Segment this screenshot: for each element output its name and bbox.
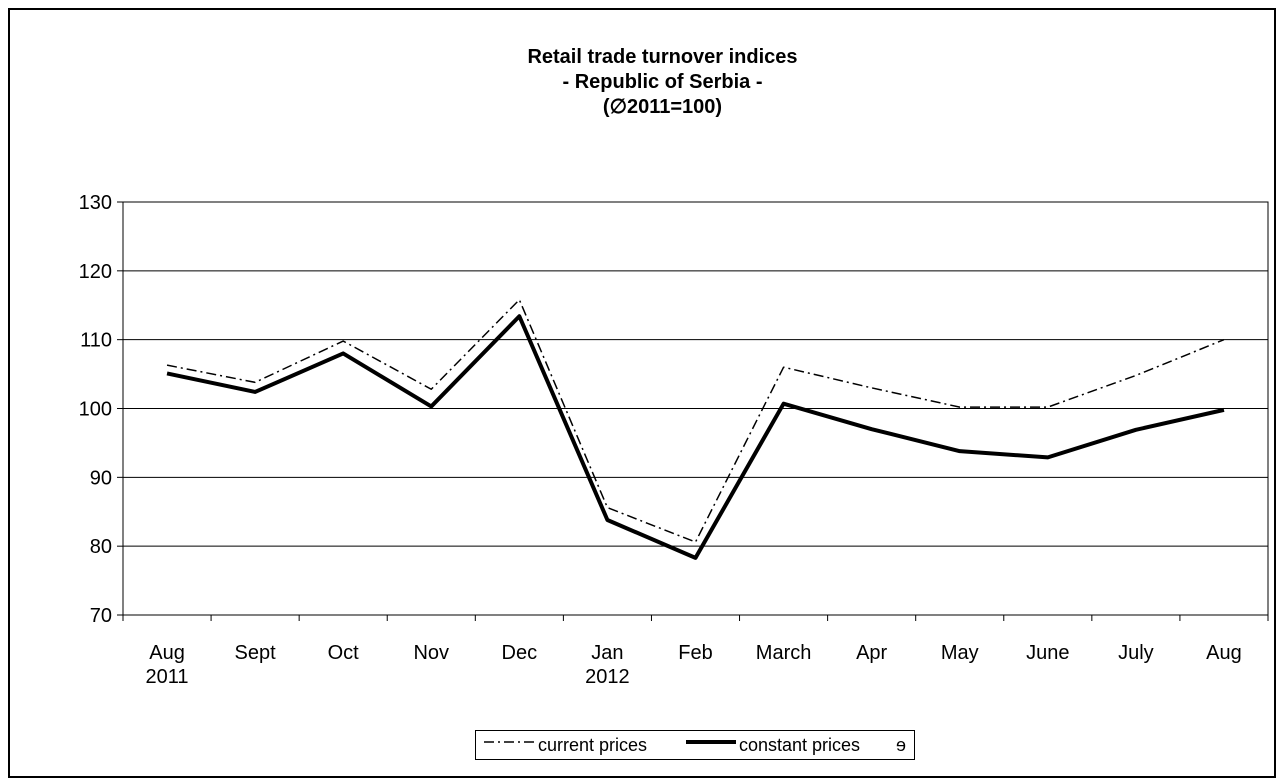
legend-swatch-current-prices	[484, 739, 534, 745]
x-tick-label-8: Apr	[856, 642, 887, 664]
y-tick-label-80: 80	[90, 536, 112, 558]
x-tick-label-12: Aug	[1206, 642, 1242, 664]
legend-trailing-glyph: ɘ	[896, 735, 906, 755]
y-tick-label-90: 90	[90, 467, 112, 489]
x-tick-label-3: Nov	[413, 642, 449, 664]
legend-label-constant-prices: constant prices	[739, 735, 860, 755]
y-tick-label-130: 130	[79, 192, 112, 214]
x-tick-label-2: Oct	[328, 642, 360, 664]
series-line-constant-prices	[167, 316, 1224, 558]
x-tick-label-7: March	[756, 642, 812, 664]
x-tick-label-6: Feb	[678, 642, 712, 664]
legend-swatch-constant-prices	[686, 739, 736, 745]
x-tick-label-1: Sept	[235, 642, 277, 664]
legend-label-current-prices: current prices	[538, 735, 647, 755]
x-tick-label-4: Dec	[502, 642, 538, 664]
y-tick-label-100: 100	[79, 399, 112, 421]
series-line-current-prices	[167, 300, 1224, 542]
y-tick-label-120: 120	[79, 261, 112, 283]
x-tick-label-10: June	[1026, 642, 1069, 664]
x-tick-label-11: July	[1118, 642, 1154, 664]
y-tick-label-110: 110	[80, 330, 112, 352]
y-tick-label-70: 70	[90, 605, 112, 627]
x-tick-label-9: May	[941, 642, 979, 664]
legend: current prices constant prices ɘ	[475, 730, 915, 760]
